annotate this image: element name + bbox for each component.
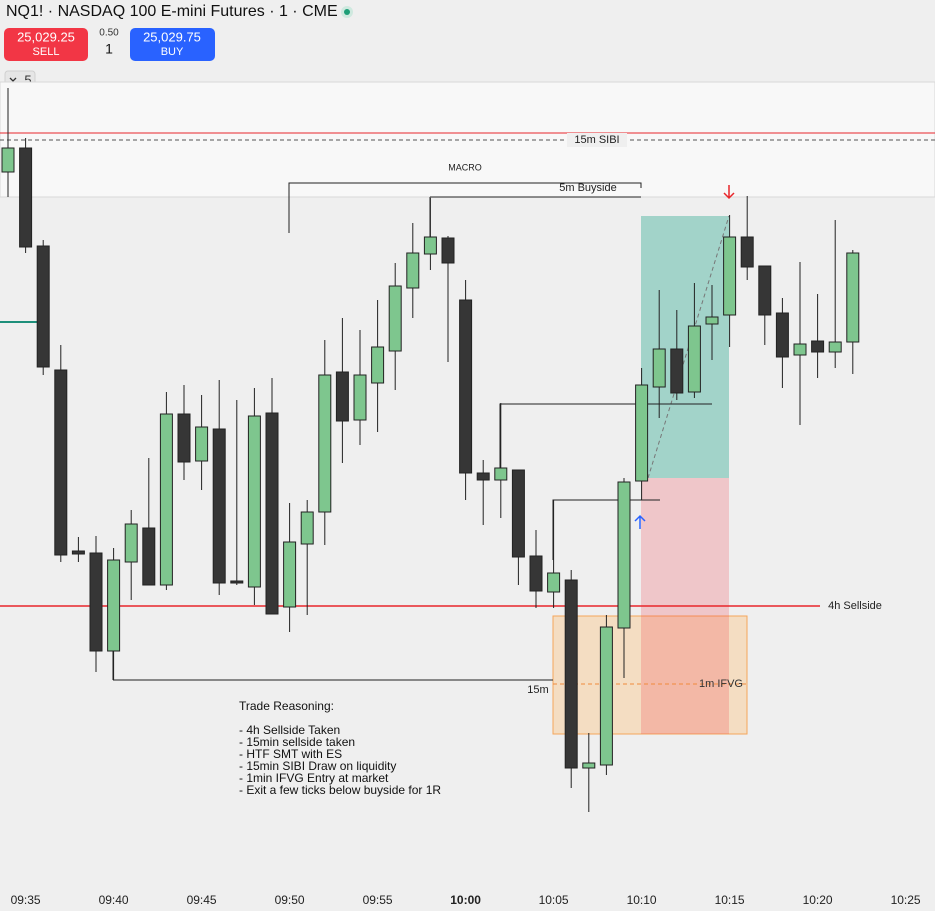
- candle-body: [599, 626, 613, 766]
- x-tick-label: 09:50: [275, 893, 305, 907]
- x-tick-label: 10:00: [450, 893, 481, 907]
- note-line: - 1min IFVG Entry at market: [239, 771, 389, 785]
- chevron: [9, 77, 17, 82]
- candle-body: [740, 236, 754, 268]
- ifvg-zone: [552, 615, 748, 735]
- level-label: 1m IFVG: [699, 678, 743, 690]
- x-tick-label: 10:05: [539, 893, 569, 907]
- candle-body: [617, 481, 631, 629]
- note-line: - HTF SMT with ES: [239, 747, 342, 761]
- candle-body: [212, 428, 226, 584]
- level-label: 5m Buyside: [559, 182, 616, 194]
- sell-button[interactable]: [4, 28, 88, 61]
- candle-body: [846, 252, 860, 343]
- spread: 0.50: [99, 28, 119, 39]
- candle-body: [54, 369, 68, 556]
- candle-body: [107, 559, 121, 652]
- indicator-count[interactable]: 5: [24, 72, 31, 87]
- candle-body: [494, 467, 508, 481]
- sell-price[interactable]: 25,029.25: [17, 29, 75, 44]
- candle-body: [388, 285, 402, 352]
- notes-heading: Trade Reasoning:: [239, 699, 334, 713]
- x-tick-label: 10:25: [891, 893, 921, 907]
- label-bg: [567, 133, 627, 147]
- candle-body: [230, 580, 244, 584]
- candle-body: [793, 343, 807, 356]
- candle-body: [142, 527, 156, 586]
- buy-price[interactable]: 25,029.75: [143, 29, 201, 44]
- candle-body: [582, 762, 596, 769]
- buy-button[interactable]: [130, 28, 215, 61]
- candle-body: [670, 348, 684, 394]
- candle-body: [828, 341, 842, 353]
- label-bg: [825, 599, 885, 613]
- sell-label[interactable]: SELL: [33, 46, 60, 58]
- candle-body: [775, 312, 789, 358]
- x-tick-label: 09:55: [363, 893, 393, 907]
- candle-body: [283, 541, 297, 608]
- candle-body: [476, 472, 490, 481]
- candle-body: [758, 265, 772, 316]
- candle-body: [300, 511, 314, 545]
- note-line: - 15min sellside taken: [239, 735, 355, 749]
- candle-body: [423, 236, 437, 255]
- candle-body: [36, 245, 50, 368]
- exit-arrow: [723, 185, 735, 200]
- candle-body: [406, 252, 420, 289]
- candle-body: [318, 374, 332, 513]
- candle-body: [529, 555, 543, 592]
- plot-area: MACRO 15m SIBI 5m Buyside 4h Sellside 15m 1m …: [0, 81, 935, 907]
- candle-body: [564, 579, 578, 769]
- level-label: 15m: [527, 684, 548, 696]
- candle-body: [687, 325, 701, 393]
- x-tick-label: 10:15: [715, 893, 745, 907]
- candle-body: [635, 384, 649, 482]
- candle-body: [1, 147, 15, 173]
- quantity[interactable]: 1: [105, 41, 113, 57]
- candle-body: [353, 374, 367, 421]
- status-dot-core: [344, 9, 350, 15]
- candle-body: [159, 413, 173, 586]
- candle-body: [811, 340, 825, 353]
- candle-body: [247, 415, 261, 588]
- x-tick-label: 10:20: [803, 893, 833, 907]
- candle-body: [195, 426, 209, 462]
- symbol-title: NQ1! · NASDAQ 100 E-mini Futures · 1 · C…: [6, 3, 338, 20]
- note-line: - 4h Sellside Taken: [239, 723, 340, 737]
- macro-bracket: [288, 182, 642, 233]
- candle-body: [335, 371, 349, 422]
- x-tick-label: 09:45: [187, 893, 217, 907]
- entry-arrow: [634, 514, 646, 529]
- level-label: 4h Sellside: [828, 600, 882, 612]
- candle-body: [124, 523, 138, 563]
- candle-body: [723, 236, 737, 316]
- position-target: [641, 216, 729, 478]
- candle-body: [265, 412, 279, 615]
- candle-body: [705, 316, 719, 325]
- candle-body: [511, 469, 525, 558]
- macro-label: MACRO: [448, 162, 482, 172]
- buy-label[interactable]: BUY: [161, 46, 184, 58]
- candle-body: [459, 299, 473, 474]
- candle-body: [547, 572, 561, 593]
- candle-body: [441, 237, 455, 264]
- trade-notes: Trade Reasoning:- 4h Sellside Taken- 15m…: [239, 699, 441, 797]
- candle-body: [19, 147, 33, 248]
- x-tick-label: 09:35: [11, 893, 41, 907]
- x-tick-label: 10:10: [627, 893, 657, 907]
- candle-body: [371, 346, 385, 384]
- trade-path: [647, 215, 730, 479]
- candle-body: [71, 550, 85, 555]
- note-line: - Exit a few ticks below buyside for 1R: [239, 783, 441, 797]
- candle-body: [652, 348, 666, 388]
- candle-body: [177, 413, 191, 463]
- note-line: - 15min SIBI Draw on liquidity: [239, 759, 396, 773]
- x-tick-label: 09:40: [99, 893, 129, 907]
- level-label: 15m SIBI: [574, 134, 619, 146]
- candle-body: [89, 552, 103, 652]
